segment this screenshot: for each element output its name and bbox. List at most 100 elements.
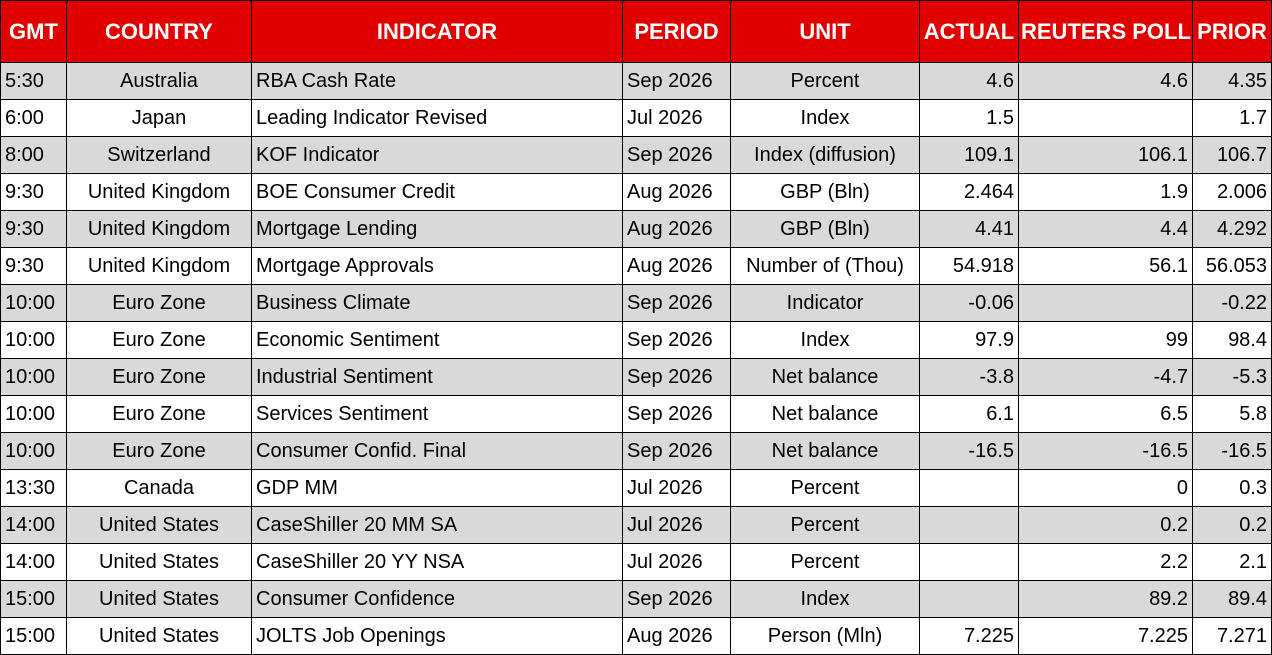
period-cell: Sep 2026: [622, 580, 731, 618]
reuters-poll-cell: -16.5: [1018, 432, 1193, 470]
gmt-cell: 10:00: [0, 284, 67, 322]
gmt-cell: 10:00: [0, 432, 67, 470]
header-prior: PRIOR: [1192, 0, 1272, 63]
actual-cell: 6.1: [919, 395, 1019, 433]
country-cell: Canada: [66, 469, 252, 507]
header-actual: ACTUAL: [919, 0, 1019, 63]
prior-cell: -5.3: [1192, 358, 1272, 396]
indicator-cell: CaseShiller 20 YY NSA: [251, 543, 623, 581]
prior-cell: 4.35: [1192, 62, 1272, 100]
gmt-cell: 14:00: [0, 543, 67, 581]
table-row: 10:00 Euro Zone Services Sentiment Sep 2026…: [0, 395, 1272, 433]
table-row: 14:00 United States CaseShiller 20 MM SA Ju…: [0, 506, 1272, 544]
table-row: 5:30 Australia RBA Cash Rate Sep 2026 Percen…: [0, 62, 1272, 100]
actual-cell: 54.918: [919, 247, 1019, 285]
unit-cell: GBP (Bln): [730, 173, 920, 211]
table-row: 10:00 Euro Zone Industrial Sentiment Sep 20…: [0, 358, 1272, 396]
table-row: 14:00 United States CaseShiller 20 YY NSA J…: [0, 543, 1272, 581]
indicator-cell: Services Sentiment: [251, 395, 623, 433]
indicator-cell: GDP MM: [251, 469, 623, 507]
actual-cell: 4.6: [919, 62, 1019, 100]
period-cell: Jul 2026: [622, 543, 731, 581]
table-row: 8:00 Switzerland KOF Indicator Sep 2026 Inde…: [0, 136, 1272, 174]
country-cell: United Kingdom: [66, 210, 252, 248]
reuters-poll-cell: 2.2: [1018, 543, 1193, 581]
table-row: 9:30 United Kingdom Mortgage Approvals Aug …: [0, 247, 1272, 285]
indicator-cell: JOLTS Job Openings: [251, 617, 623, 655]
indicator-cell: Mortgage Approvals: [251, 247, 623, 285]
gmt-cell: 9:30: [0, 173, 67, 211]
table-row: 6:00 Japan Leading Indicator Revised Jul 20…: [0, 99, 1272, 137]
prior-cell: -16.5: [1192, 432, 1272, 470]
reuters-poll-cell: [1018, 99, 1193, 137]
period-cell: Sep 2026: [622, 321, 731, 359]
unit-cell: GBP (Bln): [730, 210, 920, 248]
prior-cell: 0.2: [1192, 506, 1272, 544]
reuters-poll-cell: 4.6: [1018, 62, 1193, 100]
gmt-cell: 8:00: [0, 136, 67, 174]
country-cell: Euro Zone: [66, 395, 252, 433]
table-row: 9:30 United Kingdom Mortgage Lending Aug 20…: [0, 210, 1272, 248]
period-cell: Sep 2026: [622, 432, 731, 470]
calendar-body: 5:30 Australia RBA Cash Rate Sep 2026 Percen…: [0, 62, 1272, 655]
country-cell: Euro Zone: [66, 432, 252, 470]
unit-cell: Number of (Thou): [730, 247, 920, 285]
gmt-cell: 10:00: [0, 321, 67, 359]
table-row: 15:00 United States Consumer Confidence Sep…: [0, 580, 1272, 618]
reuters-poll-cell: 56.1: [1018, 247, 1193, 285]
table-row: 10:00 Euro Zone Economic Sentiment Sep 2026…: [0, 321, 1272, 359]
period-cell: Aug 2026: [622, 247, 731, 285]
prior-cell: 56.053: [1192, 247, 1272, 285]
reuters-poll-cell: 6.5: [1018, 395, 1193, 433]
indicator-cell: Consumer Confid. Final: [251, 432, 623, 470]
unit-cell: Percent: [730, 62, 920, 100]
period-cell: Aug 2026: [622, 210, 731, 248]
actual-cell: 1.5: [919, 99, 1019, 137]
actual-cell: 2.464: [919, 173, 1019, 211]
table-row: 10:00 Euro Zone Consumer Confid. Final Sep …: [0, 432, 1272, 470]
country-cell: Euro Zone: [66, 284, 252, 322]
country-cell: United States: [66, 580, 252, 618]
indicator-cell: Industrial Sentiment: [251, 358, 623, 396]
unit-cell: Index: [730, 580, 920, 618]
actual-cell: [919, 506, 1019, 544]
actual-cell: [919, 580, 1019, 618]
unit-cell: Net balance: [730, 395, 920, 433]
gmt-cell: 15:00: [0, 580, 67, 618]
prior-cell: 2.006: [1192, 173, 1272, 211]
country-cell: United Kingdom: [66, 173, 252, 211]
indicator-cell: Leading Indicator Revised: [251, 99, 623, 137]
header-gmt: GMT: [0, 0, 67, 63]
gmt-cell: 14:00: [0, 506, 67, 544]
actual-cell: -0.06: [919, 284, 1019, 322]
header-indicator: INDICATOR: [251, 0, 623, 63]
actual-cell: -3.8: [919, 358, 1019, 396]
reuters-poll-cell: 1.9: [1018, 173, 1193, 211]
actual-cell: 97.9: [919, 321, 1019, 359]
reuters-poll-cell: 89.2: [1018, 580, 1193, 618]
reuters-poll-cell: 0.2: [1018, 506, 1193, 544]
prior-cell: 7.271: [1192, 617, 1272, 655]
prior-cell: 2.1: [1192, 543, 1272, 581]
unit-cell: Index: [730, 321, 920, 359]
actual-cell: [919, 469, 1019, 507]
prior-cell: 1.7: [1192, 99, 1272, 137]
period-cell: Sep 2026: [622, 395, 731, 433]
country-cell: United States: [66, 506, 252, 544]
period-cell: Sep 2026: [622, 62, 731, 100]
indicator-cell: Consumer Confidence: [251, 580, 623, 618]
country-cell: Euro Zone: [66, 358, 252, 396]
prior-cell: 89.4: [1192, 580, 1272, 618]
period-cell: Sep 2026: [622, 284, 731, 322]
header-unit: UNIT: [730, 0, 920, 63]
unit-cell: Person (Mln): [730, 617, 920, 655]
country-cell: Euro Zone: [66, 321, 252, 359]
reuters-poll-cell: [1018, 284, 1193, 322]
unit-cell: Index (diffusion): [730, 136, 920, 174]
gmt-cell: 10:00: [0, 358, 67, 396]
actual-cell: 109.1: [919, 136, 1019, 174]
country-cell: Japan: [66, 99, 252, 137]
reuters-poll-cell: 7.225: [1018, 617, 1193, 655]
prior-cell: 106.7: [1192, 136, 1272, 174]
